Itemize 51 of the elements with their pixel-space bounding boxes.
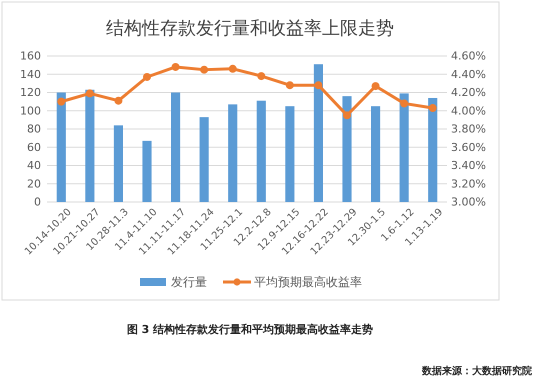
y-tick-label: 120	[20, 86, 41, 100]
point	[400, 99, 408, 108]
y2-tick-label: 3.20%	[451, 177, 486, 190]
y2-tick-label: 3.00%	[451, 196, 486, 209]
y-tick-label: 20	[27, 177, 41, 190]
y2-tick-label: 4.40%	[451, 68, 486, 81]
legend-label: 发行量	[171, 275, 207, 289]
point	[257, 72, 266, 80]
y2-tick-label: 3.60%	[451, 140, 486, 154]
point	[343, 111, 351, 120]
point	[428, 104, 437, 112]
y2-tick-label: 4.00%	[451, 104, 486, 118]
y-tick-label: 100	[20, 104, 41, 118]
bar	[371, 106, 380, 202]
y2-tick-label: 4.60%	[451, 50, 486, 63]
y2-tick-label: 4.20%	[451, 86, 486, 100]
point	[143, 73, 151, 81]
point	[172, 62, 180, 71]
chart-title: 结构性存款发行量和收益率上限走势	[106, 18, 394, 39]
source-note: 数据来源：大数据研究院	[421, 365, 532, 377]
point	[372, 82, 380, 90]
point	[57, 98, 66, 106]
bar	[114, 125, 123, 202]
bar	[142, 140, 152, 202]
bar	[200, 117, 209, 202]
point	[286, 81, 294, 90]
bar	[56, 92, 66, 202]
point	[228, 64, 237, 73]
point	[114, 96, 122, 105]
bar	[428, 98, 438, 202]
y-tick-label: 160	[20, 50, 41, 63]
bar	[228, 104, 238, 202]
bar	[285, 106, 294, 202]
caption: 图 3 结构性存款发行量和平均预期最高收益率走势	[126, 323, 374, 336]
bar	[314, 64, 323, 202]
y-tick-label: 0	[34, 196, 41, 209]
bar	[85, 90, 94, 202]
bar	[400, 93, 409, 202]
bar	[256, 100, 266, 202]
point	[314, 81, 322, 90]
y-tick-label: 140	[20, 68, 41, 81]
legend-label: 平均预期最高收益率	[254, 275, 362, 289]
y-tick-label: 40	[27, 159, 41, 172]
point	[86, 89, 94, 98]
y-tick-label: 80	[27, 122, 41, 136]
y2-tick-label: 3.40%	[451, 159, 486, 172]
bar	[342, 96, 352, 202]
y2-tick-label: 3.80%	[451, 122, 486, 136]
point	[200, 66, 208, 74]
y-tick-label: 60	[27, 140, 41, 154]
bar	[171, 92, 180, 202]
